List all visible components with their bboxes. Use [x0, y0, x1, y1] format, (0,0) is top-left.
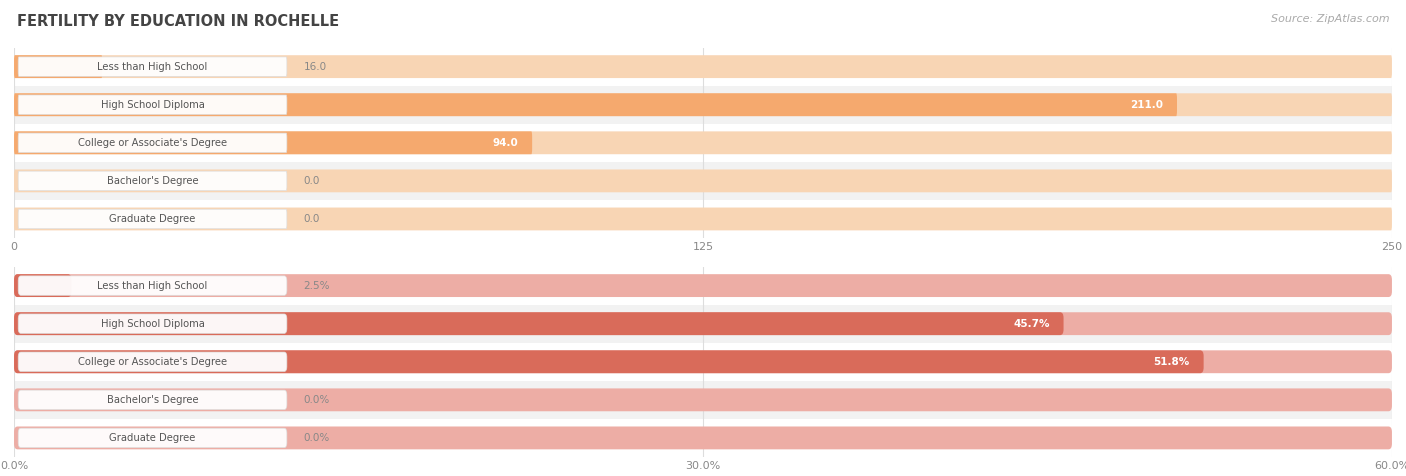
- Text: 94.0: 94.0: [492, 138, 519, 148]
- FancyBboxPatch shape: [18, 133, 287, 152]
- FancyBboxPatch shape: [14, 388, 1392, 411]
- Text: 0.0: 0.0: [304, 214, 319, 224]
- Bar: [14, 162, 1392, 200]
- FancyBboxPatch shape: [14, 274, 72, 297]
- Text: 0.0%: 0.0%: [304, 395, 329, 405]
- Bar: [14, 381, 1392, 419]
- Text: 2.5%: 2.5%: [304, 280, 330, 291]
- FancyBboxPatch shape: [18, 428, 287, 447]
- FancyBboxPatch shape: [14, 93, 1177, 116]
- FancyBboxPatch shape: [14, 55, 1392, 78]
- FancyBboxPatch shape: [14, 350, 1392, 373]
- FancyBboxPatch shape: [18, 276, 287, 295]
- FancyBboxPatch shape: [18, 390, 287, 409]
- FancyBboxPatch shape: [18, 95, 287, 114]
- FancyBboxPatch shape: [14, 312, 1063, 335]
- Text: FERTILITY BY EDUCATION IN ROCHELLE: FERTILITY BY EDUCATION IN ROCHELLE: [17, 14, 339, 30]
- Text: 51.8%: 51.8%: [1153, 357, 1189, 367]
- FancyBboxPatch shape: [18, 171, 287, 190]
- FancyBboxPatch shape: [14, 312, 1392, 335]
- Text: Bachelor's Degree: Bachelor's Degree: [107, 395, 198, 405]
- Text: College or Associate's Degree: College or Associate's Degree: [77, 138, 228, 148]
- FancyBboxPatch shape: [18, 352, 287, 371]
- Text: 211.0: 211.0: [1130, 99, 1163, 110]
- Text: High School Diploma: High School Diploma: [101, 318, 204, 329]
- Text: 0.0%: 0.0%: [304, 433, 329, 443]
- Text: Less than High School: Less than High School: [97, 280, 208, 291]
- FancyBboxPatch shape: [14, 131, 531, 154]
- Text: Graduate Degree: Graduate Degree: [110, 433, 195, 443]
- Text: Less than High School: Less than High School: [97, 61, 208, 72]
- FancyBboxPatch shape: [14, 208, 1392, 230]
- Text: Bachelor's Degree: Bachelor's Degree: [107, 176, 198, 186]
- Text: 0.0: 0.0: [304, 176, 319, 186]
- FancyBboxPatch shape: [18, 314, 287, 333]
- Bar: [14, 86, 1392, 124]
- Text: High School Diploma: High School Diploma: [101, 99, 204, 110]
- Text: Graduate Degree: Graduate Degree: [110, 214, 195, 224]
- FancyBboxPatch shape: [14, 169, 1392, 192]
- FancyBboxPatch shape: [18, 209, 287, 228]
- Text: Source: ZipAtlas.com: Source: ZipAtlas.com: [1271, 14, 1389, 24]
- FancyBboxPatch shape: [14, 350, 1204, 373]
- FancyBboxPatch shape: [14, 93, 1392, 116]
- Text: 45.7%: 45.7%: [1014, 318, 1050, 329]
- Text: College or Associate's Degree: College or Associate's Degree: [77, 357, 228, 367]
- FancyBboxPatch shape: [18, 57, 287, 76]
- Text: 16.0: 16.0: [304, 61, 326, 72]
- FancyBboxPatch shape: [14, 426, 1392, 449]
- FancyBboxPatch shape: [14, 131, 1392, 154]
- FancyBboxPatch shape: [14, 274, 1392, 297]
- FancyBboxPatch shape: [14, 55, 103, 78]
- Bar: [14, 305, 1392, 343]
